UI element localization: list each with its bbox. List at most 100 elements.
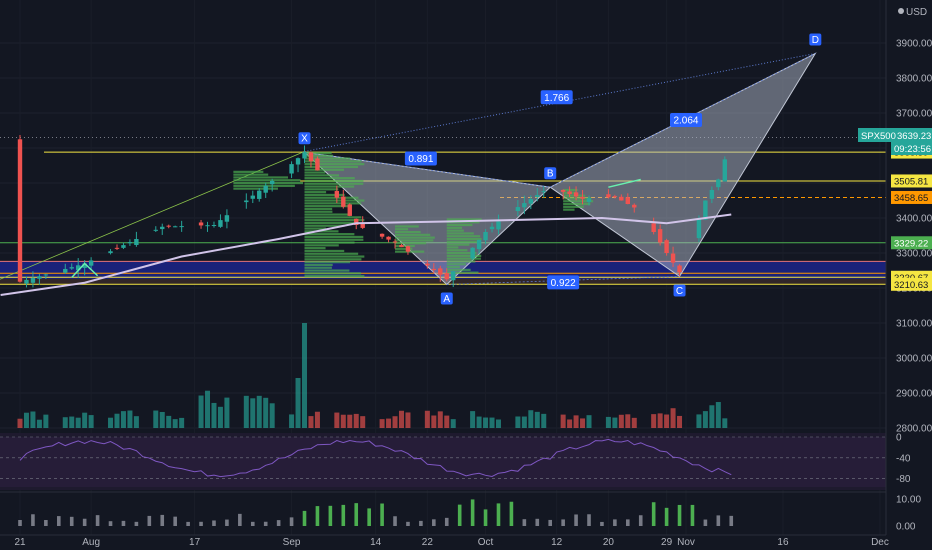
candle-body <box>108 251 113 254</box>
volume-bar <box>625 414 631 428</box>
candle-body <box>127 242 133 244</box>
volume-bar <box>36 419 42 428</box>
candle-body <box>224 215 230 222</box>
profile-bar <box>395 230 421 234</box>
volume-bar <box>69 416 75 428</box>
point-label-c: C <box>676 286 683 297</box>
profile-bar <box>446 246 459 249</box>
volume-bar <box>483 417 489 428</box>
profile-bar <box>304 202 362 205</box>
profile-bar <box>304 216 362 219</box>
profile-bar <box>304 177 355 180</box>
point-badge <box>298 132 311 145</box>
candle-body <box>716 179 721 188</box>
profile-bar <box>233 181 303 185</box>
volume-bar <box>528 410 534 428</box>
candle-body <box>405 246 411 252</box>
profile-bar <box>563 200 594 203</box>
candle-body <box>392 241 398 243</box>
volume-bar <box>250 398 256 428</box>
candle-body <box>470 247 475 259</box>
profile-bar <box>304 266 332 269</box>
profile-bar <box>304 252 359 255</box>
candle-body <box>580 196 585 199</box>
profile-bar <box>446 260 476 263</box>
point-badge <box>544 167 557 180</box>
histogram-bar <box>147 515 152 526</box>
ratio-label: 0.922 <box>551 278 576 289</box>
histogram-bar <box>496 503 501 526</box>
volume-bar <box>515 416 521 428</box>
profile-bar <box>395 236 435 239</box>
profile-bar <box>304 154 333 157</box>
candle-body <box>528 199 534 204</box>
volume-bar <box>120 411 126 428</box>
histogram-bar <box>470 499 475 526</box>
profile-bar <box>395 239 434 242</box>
price-tick-label: 3800.00 <box>896 74 932 85</box>
volume-bar <box>153 410 159 428</box>
volume-bar <box>360 416 366 428</box>
candle-body <box>606 194 611 198</box>
countdown-badge: 09:23:56 <box>891 142 932 155</box>
profile-bar <box>304 168 344 171</box>
price-tag <box>891 190 932 204</box>
volume-bar <box>43 414 49 428</box>
volume-bar <box>664 414 670 428</box>
currency-selector[interactable]: USD <box>898 7 927 18</box>
histogram-bar <box>354 503 359 526</box>
histogram-bar <box>483 509 488 526</box>
profile-bar <box>446 226 463 229</box>
rsi-line <box>0 436 886 479</box>
candle-body <box>379 233 385 237</box>
candle-body <box>360 222 365 228</box>
candle-body <box>30 278 36 283</box>
time-tick-label: Aug <box>82 537 100 548</box>
time-tick-label: 22 <box>422 537 434 548</box>
volume-bar <box>23 412 29 428</box>
candle-body <box>515 207 521 212</box>
volume-bar <box>30 411 36 428</box>
volume-bar <box>631 417 637 428</box>
volume-bar <box>444 415 450 428</box>
arrow-annotations <box>71 178 641 279</box>
time-tick-label: Sep <box>283 537 301 548</box>
volume-bar <box>302 323 308 428</box>
price-tag <box>891 236 932 250</box>
volume-bar <box>379 419 385 428</box>
profile-bar <box>446 218 482 221</box>
profile-bar <box>304 249 345 253</box>
volume-bar <box>88 415 94 428</box>
volume-bar <box>256 395 262 428</box>
profile-bar <box>304 235 364 239</box>
volume-bar <box>651 414 657 428</box>
profile-bar <box>304 224 345 227</box>
histogram-bar <box>121 520 126 526</box>
histogram-bar <box>160 514 165 526</box>
price-tag-label: 3458.65 <box>894 193 928 204</box>
candle-body <box>179 226 184 228</box>
arrow-up <box>608 178 641 188</box>
profile-bar <box>446 271 479 274</box>
histogram-bar <box>587 514 591 526</box>
profile-bar <box>304 255 365 258</box>
volume-bar <box>541 413 547 428</box>
volume-bar <box>62 417 68 428</box>
candle-body <box>619 196 624 201</box>
volume-bar <box>347 414 353 428</box>
profile-bar <box>304 269 350 272</box>
volume-bar <box>431 415 437 428</box>
candle-body <box>496 221 501 230</box>
profile-bar <box>395 228 409 231</box>
profile-bar <box>446 221 480 224</box>
histogram-bar <box>664 507 669 526</box>
profile-bar <box>563 208 575 211</box>
price-candles <box>17 134 727 288</box>
histogram-bar <box>457 504 462 526</box>
volume-bar <box>166 415 172 428</box>
volume-bar <box>450 419 456 428</box>
rsi-tick-label: 0 <box>896 433 902 444</box>
candle-body <box>43 274 49 276</box>
profile-bar <box>304 263 333 267</box>
